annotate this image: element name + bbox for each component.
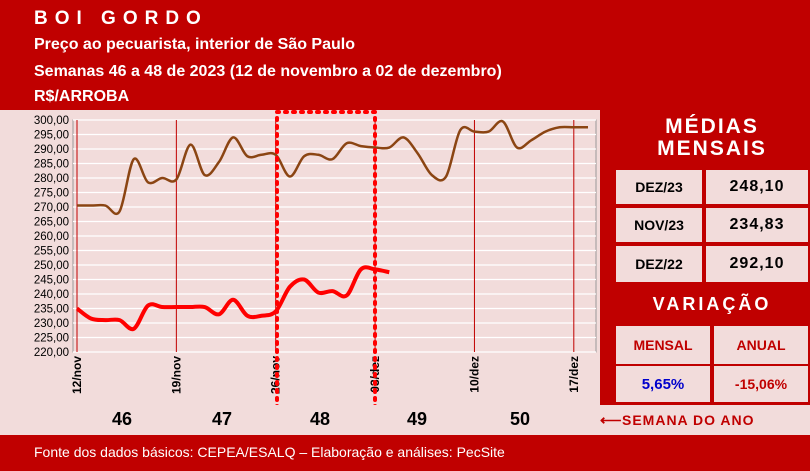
x-tick-label: 19/nov xyxy=(169,356,183,394)
variation-title: VARIAÇÃO xyxy=(652,294,772,314)
avg-label-1: DEZ/23 xyxy=(616,170,702,204)
source-note: Fonte dos dados básicos: CEPEA/ESALQ – E… xyxy=(34,444,505,460)
y-tick-label: 260,00 xyxy=(34,231,69,243)
week-number: 46 xyxy=(112,409,133,429)
variation-value-annual: -15,06% xyxy=(714,366,808,402)
variation-label-monthly: MENSAL xyxy=(616,326,710,364)
variation-value-monthly: 5,65% xyxy=(616,366,710,402)
y-tick-label: 220,00 xyxy=(34,347,69,359)
week-strip: 46 47 48 49 50 ⟵ SEMANA DO ANO xyxy=(0,405,810,435)
y-tick-label: 275,00 xyxy=(34,188,69,200)
chart-panel: 300,00 295,00 290,00 285,00 280,00 275,00 270,… xyxy=(0,110,600,432)
y-tick-label: 280,00 xyxy=(34,173,69,185)
series-line-0 xyxy=(76,119,588,216)
monthly-averages-panel: MÉDIAS MENSAIS DEZ/23 248,10 NOV/23 234,… xyxy=(614,110,810,405)
header: BOI GORDO Preço ao pecuarista, interior … xyxy=(0,0,810,110)
y-tick-label: 250,00 xyxy=(34,260,69,272)
variation-label-annual: ANUAL xyxy=(714,326,808,364)
y-tick-label: 300,00 xyxy=(34,115,69,127)
week-number: 50 xyxy=(510,409,531,429)
y-tick-label: 270,00 xyxy=(34,202,69,214)
y-tick-label: 240,00 xyxy=(34,289,69,301)
week-number: 48 xyxy=(310,409,331,429)
y-tick-label: 295,00 xyxy=(34,130,69,142)
y-tick-label: 290,00 xyxy=(34,144,69,156)
x-tick-label: 12/nov xyxy=(70,356,84,394)
avg-label-2: NOV/23 xyxy=(616,208,702,242)
y-tick-label: 245,00 xyxy=(34,275,69,287)
avg-value-3: 292,10 xyxy=(706,246,808,282)
page-title: BOI GORDO xyxy=(34,8,208,29)
y-tick-label: 285,00 xyxy=(34,159,69,171)
week-number: 47 xyxy=(212,409,233,429)
unit-label: R$/ARROBA xyxy=(34,88,130,105)
period-label: Semanas 46 a 48 de 2023 (12 de novembro … xyxy=(34,63,502,80)
week-number: 49 xyxy=(407,409,428,429)
footer: Fonte dos dados básicos: CEPEA/ESALQ – E… xyxy=(0,435,810,471)
arrow-left-icon: ⟵ xyxy=(600,412,622,429)
page-subtitle: Preço ao pecuarista, interior de São Pau… xyxy=(34,36,355,53)
x-tick-label: 10/dez xyxy=(467,356,481,393)
y-tick-label: 235,00 xyxy=(34,304,69,316)
averages-title-line2: MENSAIS xyxy=(657,137,767,160)
avg-value-2: 234,83 xyxy=(706,208,808,242)
x-tick-label: 17/dez xyxy=(567,356,581,393)
averages-title-box: MÉDIAS MENSAIS xyxy=(614,110,810,166)
y-tick-label: 265,00 xyxy=(34,217,69,229)
y-tick-label: 255,00 xyxy=(34,246,69,258)
series-line-1 xyxy=(75,265,390,332)
y-tick-label: 225,00 xyxy=(34,333,69,345)
avg-value-1: 248,10 xyxy=(706,170,808,204)
y-tick-label: 230,00 xyxy=(34,318,69,330)
avg-label-3: DEZ/22 xyxy=(616,246,702,282)
price-chart: 300,00 295,00 290,00 285,00 280,00 275,00 270,… xyxy=(34,110,597,432)
averages-title-line1: MÉDIAS xyxy=(665,115,759,138)
week-axis-label: SEMANA DO ANO xyxy=(622,412,755,428)
